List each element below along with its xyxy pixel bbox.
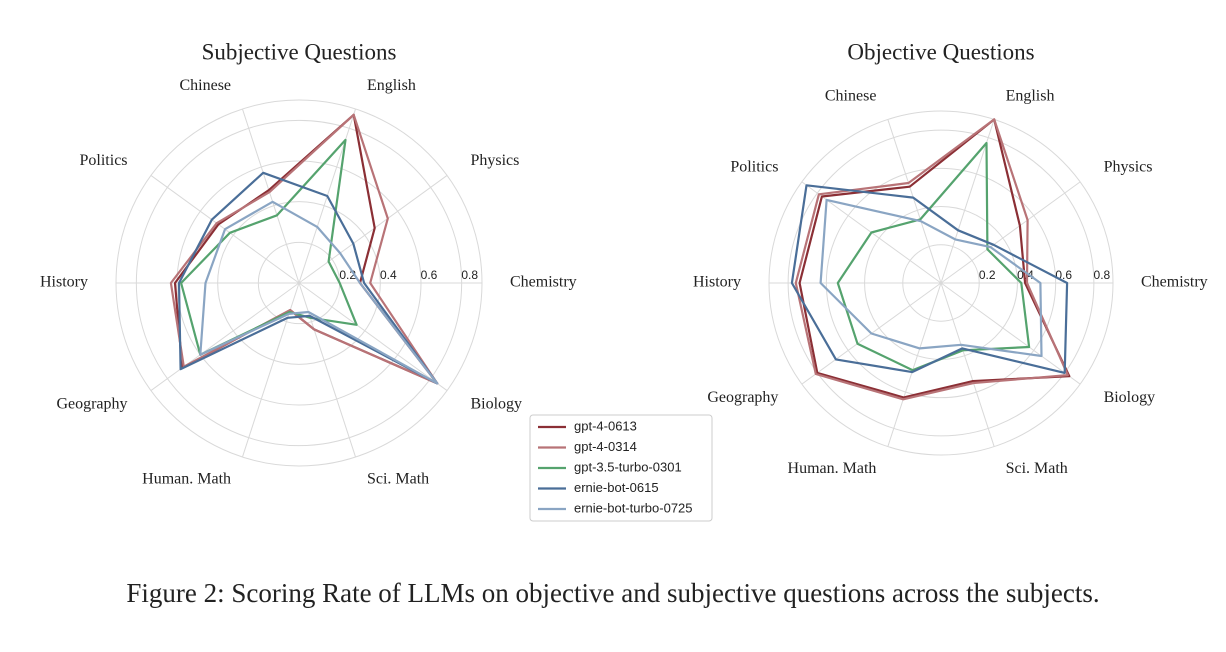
- y-tick-label: 0.6: [421, 268, 438, 282]
- category-label: Chemistry: [510, 274, 577, 291]
- y-tick-label: 0.2: [979, 268, 996, 282]
- category-label: History: [40, 274, 88, 291]
- series-line: [180, 138, 358, 356]
- category-label: Physics: [470, 152, 519, 169]
- spoke: [298, 282, 448, 391]
- y-tick-label: 0.8: [461, 268, 478, 282]
- category-label: Politics: [730, 158, 778, 175]
- spoke: [150, 282, 300, 391]
- figure-caption: Figure 2: Scoring Rate of LLMs on object…: [126, 578, 1099, 608]
- spoke: [940, 181, 1081, 284]
- spoke: [940, 119, 995, 284]
- category-label: Biology: [470, 395, 522, 412]
- y-tick-label: 0.4: [1017, 268, 1034, 282]
- chart-title: Objective Questions: [847, 39, 1034, 64]
- chart-title: Subjective Questions: [202, 39, 397, 64]
- series-line: [819, 198, 1043, 358]
- series-line: [794, 118, 1069, 401]
- series-line: [790, 184, 1069, 374]
- category-label: History: [693, 274, 741, 291]
- series-line: [199, 200, 439, 385]
- spoke: [887, 119, 942, 284]
- legend-box: [529, 414, 713, 522]
- category-label: Human. Math: [142, 471, 231, 488]
- spoke: [298, 175, 448, 284]
- series-line: [169, 113, 439, 385]
- category-label: Sci. Math: [367, 471, 429, 488]
- legend-label: ernie-bot-turbo-0725: [574, 500, 693, 515]
- spoke: [887, 282, 942, 447]
- category-label: Politics: [80, 152, 128, 169]
- legend-label: gpt-3.5-turbo-0301: [574, 459, 682, 474]
- category-label: English: [367, 77, 416, 94]
- y-tick-label: 0.8: [1094, 268, 1111, 282]
- category-label: Geography: [707, 389, 778, 406]
- category-label: Physics: [1104, 158, 1153, 175]
- legend-label: ernie-bot-0615: [574, 480, 659, 495]
- legend-label: gpt-4-0613: [574, 418, 637, 433]
- spoke: [940, 282, 995, 447]
- legend-label: gpt-4-0314: [574, 439, 637, 454]
- series-line: [836, 141, 1031, 372]
- category-label: Chemistry: [1141, 274, 1208, 291]
- spoke: [298, 282, 357, 458]
- series-line: [177, 171, 439, 385]
- category-label: Sci. Math: [1006, 460, 1068, 477]
- spoke: [241, 108, 300, 284]
- category-label: Human. Math: [788, 460, 877, 477]
- spoke: [940, 282, 1081, 385]
- category-label: Chinese: [825, 87, 877, 104]
- y-tick-label: 0.4: [380, 268, 397, 282]
- category-label: Biology: [1104, 389, 1156, 406]
- category-label: Geography: [56, 395, 127, 412]
- category-label: English: [1006, 87, 1055, 104]
- category-label: Chinese: [179, 77, 231, 94]
- series-line: [798, 118, 1071, 399]
